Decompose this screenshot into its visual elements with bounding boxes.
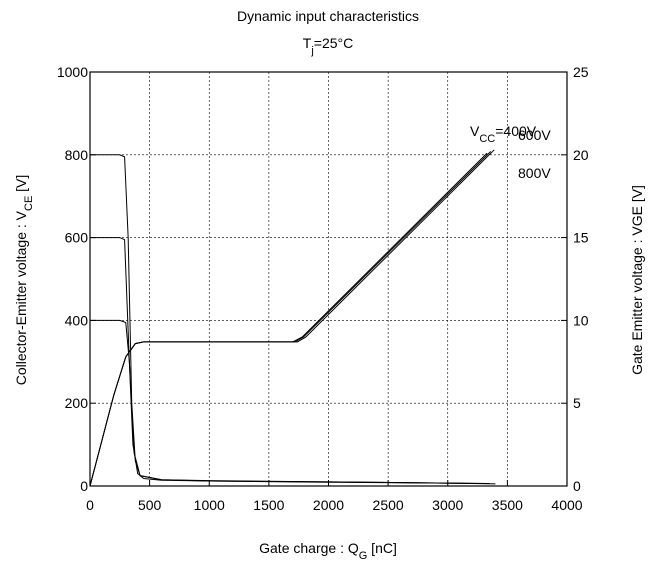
annotation-part: 600V bbox=[518, 127, 551, 143]
y-axis-label: Collector-Emitter voltage : VCE [V] bbox=[13, 175, 35, 386]
x-tick-label: 500 bbox=[138, 497, 162, 513]
chart-subtitle-part: T bbox=[303, 35, 312, 51]
annotation-part: =400V bbox=[495, 123, 537, 139]
chart-subtitle-part: j bbox=[310, 45, 313, 57]
y2-tick-label: 10 bbox=[573, 312, 589, 328]
annotation: 600V bbox=[518, 127, 551, 143]
x-axis-label: Gate charge : QG [nC] bbox=[259, 540, 397, 562]
y-axis-label-part: CE bbox=[23, 196, 35, 211]
series-line bbox=[90, 237, 484, 485]
y2-tick-label: 20 bbox=[573, 147, 589, 163]
x-tick-label: 2000 bbox=[313, 497, 344, 513]
y-axis-label-part: [V] bbox=[13, 175, 29, 196]
y2-tick-label: 5 bbox=[573, 395, 581, 411]
y-tick-label: 200 bbox=[65, 395, 89, 411]
series-line bbox=[89, 151, 492, 487]
series-line bbox=[90, 319, 490, 485]
x-axis-label-part: Gate charge : Q bbox=[259, 540, 359, 556]
chart-subtitle: Tj=25°C bbox=[303, 35, 353, 57]
series-line bbox=[89, 149, 495, 487]
y-tick-label: 600 bbox=[65, 230, 89, 246]
x-tick-label: 4000 bbox=[551, 497, 582, 513]
y2-tick-label: 25 bbox=[573, 64, 589, 80]
x-tick-label: 2500 bbox=[373, 497, 404, 513]
x-tick-label: 0 bbox=[86, 497, 94, 513]
annotation-part: V bbox=[470, 123, 480, 139]
annotation-part: 800V bbox=[518, 165, 551, 181]
series-line bbox=[90, 154, 496, 485]
y-tick-label: 1000 bbox=[57, 64, 88, 80]
chart-subtitle-part: =25°C bbox=[314, 35, 353, 51]
x-tick-label: 3500 bbox=[492, 497, 523, 513]
x-tick-label: 1500 bbox=[253, 497, 284, 513]
y-tick-label: 0 bbox=[80, 478, 88, 494]
y2-tick-label: 0 bbox=[573, 478, 581, 494]
chart-title: Dynamic input characteristics bbox=[237, 8, 419, 24]
y-axis-label-part: Collector-Emitter voltage : V bbox=[13, 210, 29, 385]
annotation: VCC=400V bbox=[470, 123, 537, 145]
y-tick-label: 400 bbox=[65, 312, 89, 328]
y-tick-label: 800 bbox=[65, 147, 89, 163]
annotation-part: CC bbox=[479, 133, 495, 145]
x-axis-label-part: [nC] bbox=[367, 540, 397, 556]
x-tick-label: 3000 bbox=[432, 497, 463, 513]
y2-axis-label: Gate Emitter voltage : VGE [V] bbox=[629, 185, 645, 375]
y2-tick-label: 15 bbox=[573, 230, 589, 246]
x-axis-label-part: G bbox=[359, 550, 368, 562]
x-tick-label: 1000 bbox=[194, 497, 225, 513]
annotation: 800V bbox=[518, 165, 551, 181]
